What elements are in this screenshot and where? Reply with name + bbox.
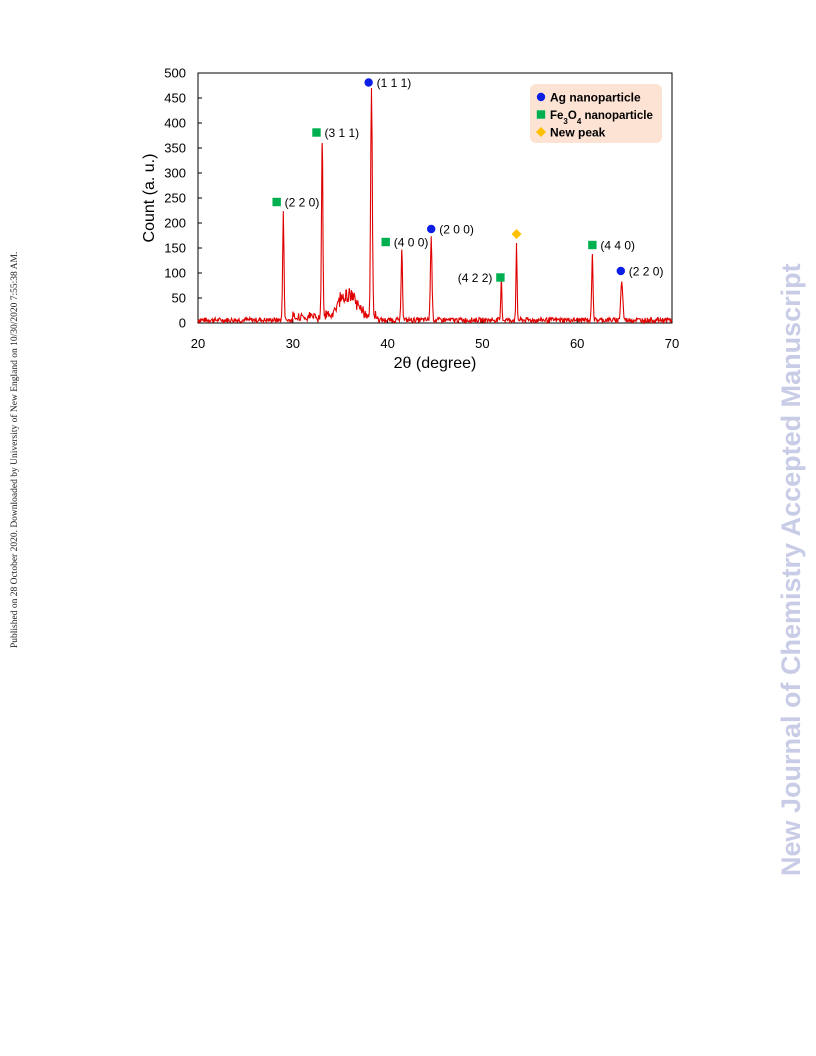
peak-label: (4 0 0) xyxy=(394,236,429,250)
ag-marker xyxy=(364,78,373,87)
fe3o4-marker xyxy=(588,240,597,250)
legend-box xyxy=(530,84,662,143)
fe3o4-marker xyxy=(381,237,390,247)
peak-label: (2 2 0) xyxy=(629,265,664,279)
legend-new-marker xyxy=(536,127,546,137)
y-tick-label: 200 xyxy=(164,216,186,231)
x-tick-label: 20 xyxy=(191,336,205,351)
legend-fe3o4-marker xyxy=(536,110,546,119)
peak-label: (2 2 0) xyxy=(285,196,320,210)
y-tick-labels: 0 50 100 150 200 250 300 350 400 450 500 xyxy=(164,66,202,331)
x-tick-label: 60 xyxy=(570,336,584,351)
y-tick-label: 50 xyxy=(172,291,186,306)
x-tick-label: 30 xyxy=(286,336,300,351)
x-tick-label: 40 xyxy=(380,336,394,351)
peak-label: (1 1 1) xyxy=(377,76,412,90)
x-tick-label: 70 xyxy=(665,336,679,351)
fe3o4-marker xyxy=(312,128,321,137)
legend-fe3o4-label: Fe3O4 nanoparticle xyxy=(550,110,653,126)
fe3o4-marker xyxy=(496,273,505,282)
peak-annotations: (2 2 0) (3 1 1) (1 1 1) (4 0 0) (2 0 0) (4 2 … xyxy=(272,76,663,285)
ag-marker xyxy=(427,224,436,234)
x-axis-label: 2θ (degree) xyxy=(394,355,477,372)
legend-new-label: New peak xyxy=(550,126,606,140)
ag-marker xyxy=(616,266,626,276)
peak-label: (4 2 2) xyxy=(458,271,493,285)
y-tick-label: 450 xyxy=(164,91,186,106)
y-tick-label: 300 xyxy=(164,166,186,181)
y-tick-label: 400 xyxy=(164,116,186,131)
y-tick-label: 250 xyxy=(164,191,186,206)
x-tick-labels: 20 30 40 50 60 70 xyxy=(191,319,679,351)
legend-ag-label: Ag nanoparticle xyxy=(550,91,641,105)
peak-label: (3 1 1) xyxy=(325,126,360,140)
y-tick-label: 0 xyxy=(179,316,186,331)
y-tick-label: 350 xyxy=(164,141,186,156)
legend-ag-marker xyxy=(536,92,546,102)
fe3o4-marker xyxy=(272,197,281,207)
peak-label: (4 4 0) xyxy=(600,239,635,253)
y-tick-label: 100 xyxy=(164,266,186,281)
y-axis-label: Count (a. u.) xyxy=(141,154,158,243)
series-line xyxy=(197,87,673,325)
peak-label: (2 0 0) xyxy=(439,223,474,237)
y-tick-label: 500 xyxy=(164,66,186,81)
new-marker xyxy=(511,229,522,239)
y-tick-label: 150 xyxy=(164,241,186,256)
xrd-chart: 0 50 100 150 200 250 300 350 400 450 500 20 30 40 50 6… xyxy=(141,66,679,373)
x-tick-label: 50 xyxy=(475,336,489,351)
